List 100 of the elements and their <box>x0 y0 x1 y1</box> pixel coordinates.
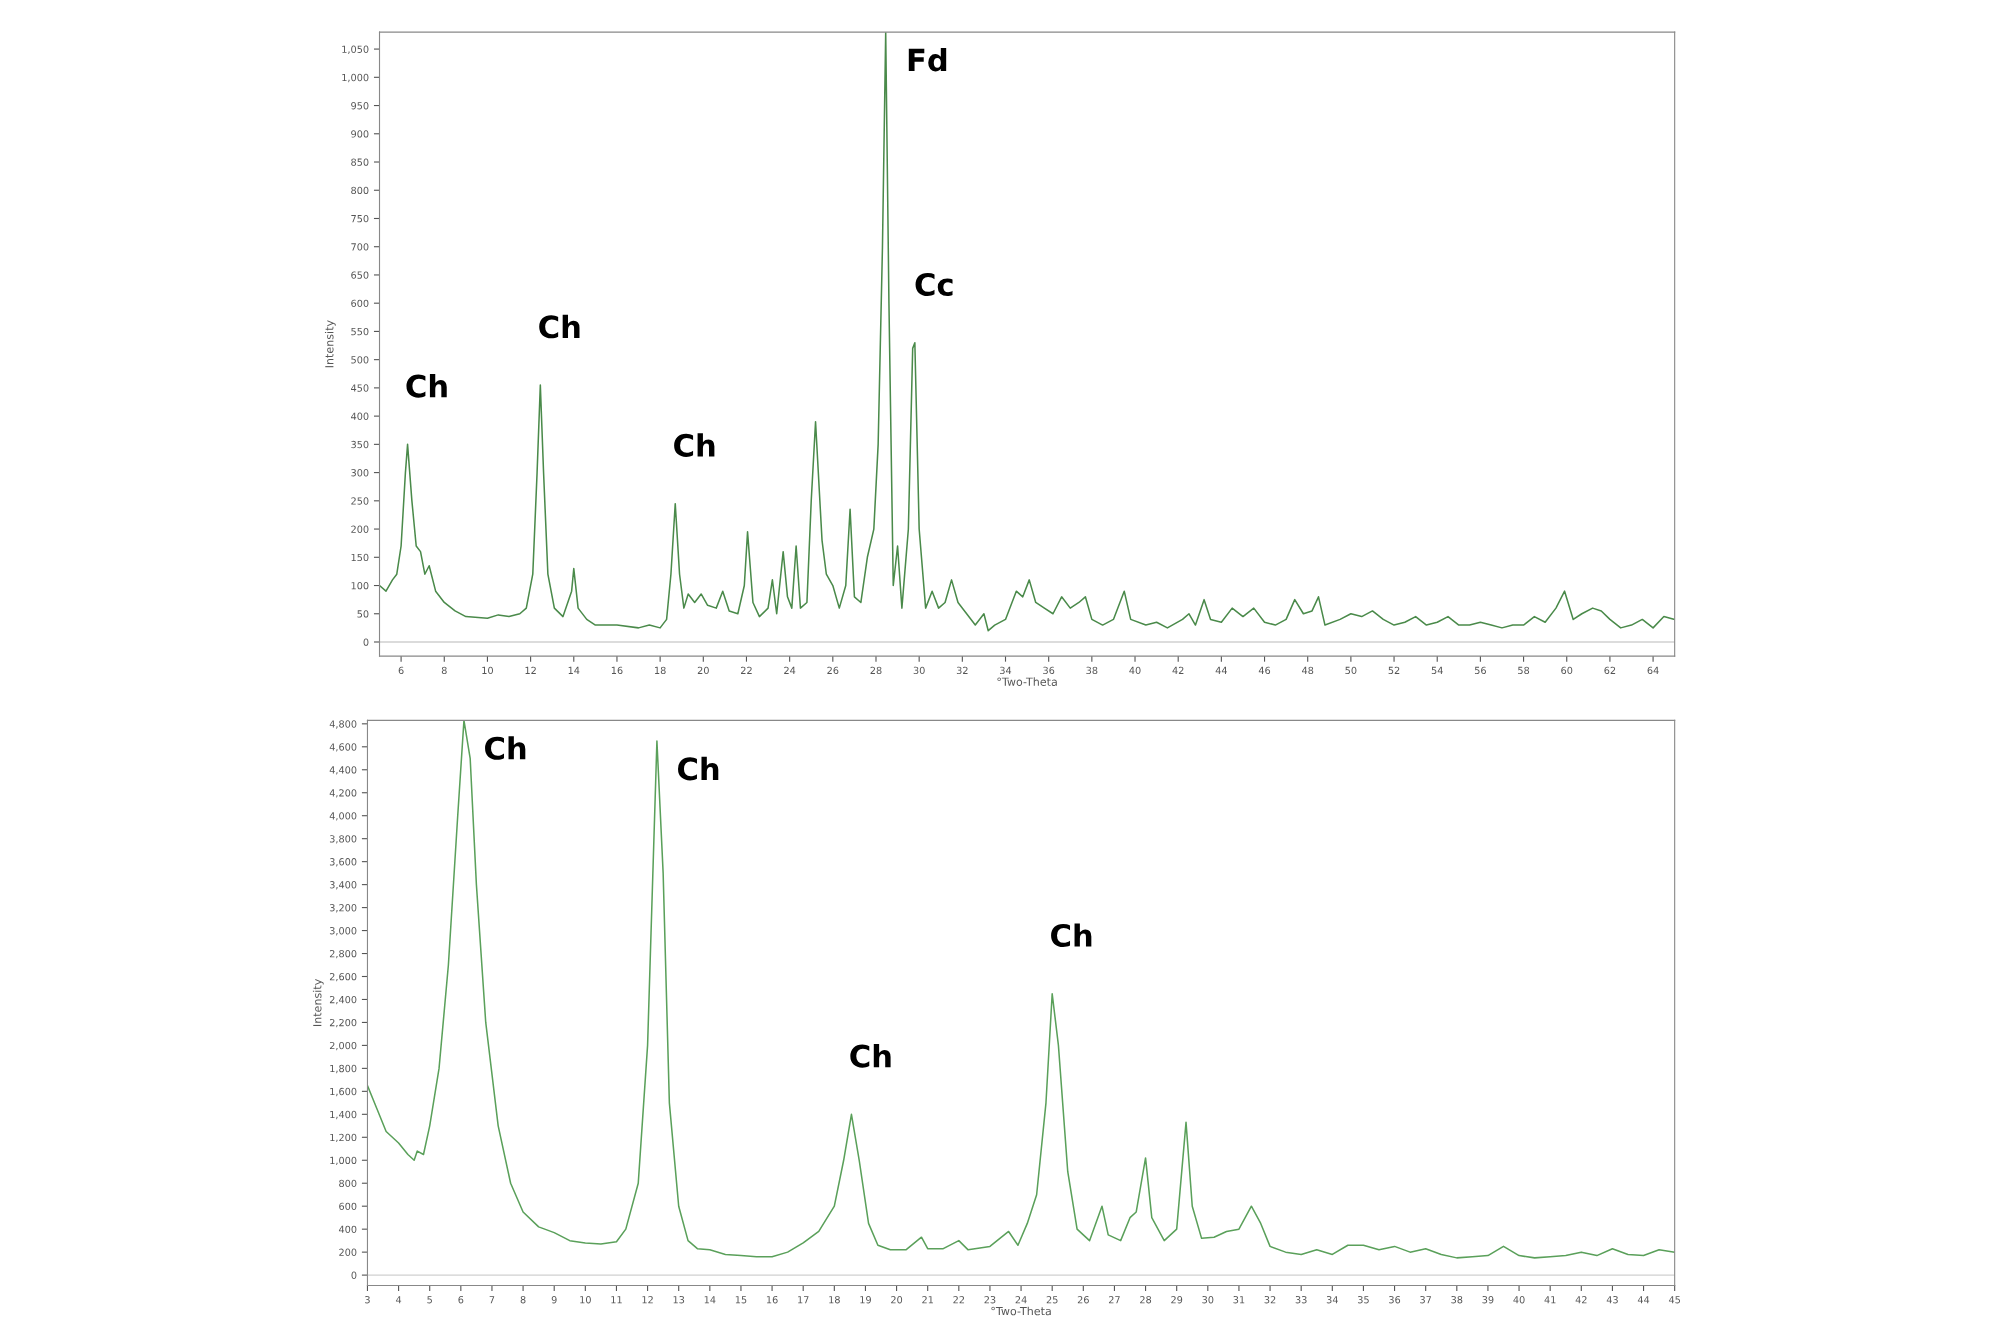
y-tick-label: 650 <box>351 271 369 279</box>
x-tick-label: 37 <box>1420 1296 1432 1304</box>
x-tick-label: 40 <box>1513 1296 1525 1304</box>
x-tick-label: 36 <box>1043 666 1055 675</box>
y-tick-label: 400 <box>351 412 369 420</box>
x-tick-label: 34 <box>1326 1296 1338 1304</box>
x-tick-label: 15 <box>735 1296 747 1304</box>
x-tick-label: 48 <box>1302 666 1314 675</box>
y-tick-label: 2,400 <box>329 995 357 1005</box>
x-tick-label: 58 <box>1518 666 1530 675</box>
y-tick-label: 800 <box>339 1179 357 1188</box>
x-tick-label: 14 <box>704 1296 716 1304</box>
y-tick-label: 900 <box>351 130 369 138</box>
x-tick-label: 36 <box>1389 1296 1401 1304</box>
y-tick-label: 4,000 <box>329 812 357 821</box>
y-tick-label: 550 <box>351 327 369 336</box>
x-tick-label: 26 <box>827 666 839 675</box>
x-tick-label: 20 <box>891 1296 903 1304</box>
y-tick-label: 4,200 <box>329 789 357 798</box>
x-tick-label: 18 <box>829 1296 840 1304</box>
x-tick-label: 10 <box>482 666 493 675</box>
x-tick-label: 16 <box>611 666 623 675</box>
y-tick-label: 1,000 <box>342 73 369 83</box>
y-tick-label: 4,400 <box>329 766 357 775</box>
x-tick-label: 16 <box>766 1296 778 1304</box>
y-tick-label: 1,000 <box>330 1156 357 1166</box>
y-tick-label: 600 <box>351 299 369 308</box>
x-tick-label: 21 <box>922 1296 933 1304</box>
x-tick-label: 8 <box>520 1296 526 1304</box>
y-tick-label: 3,800 <box>329 835 357 844</box>
x-tick-label: 3 <box>365 1296 370 1304</box>
x-tick-label: 22 <box>741 666 752 674</box>
x-tick-label: 25 <box>1046 1296 1058 1304</box>
y-tick-label: 250 <box>351 497 369 505</box>
x-tick-label: 42 <box>1172 666 1184 674</box>
y-tick-label: 450 <box>351 384 369 392</box>
x-tick-label: 5 <box>427 1296 432 1304</box>
x-tick-label: 33 <box>1295 1296 1307 1304</box>
x-tick-label: 12 <box>642 1296 653 1304</box>
annotation: Ch <box>539 314 580 339</box>
y-tick-label: 3,600 <box>329 858 357 867</box>
annotation: Cc <box>915 272 953 297</box>
x-tick-label: 10 <box>580 1296 591 1304</box>
x-tick-label: 18 <box>655 666 666 675</box>
y-tick-label: 3,400 <box>329 881 357 890</box>
x-tick-label: 39 <box>1482 1296 1494 1304</box>
x-tick-label: 43 <box>1606 1296 1618 1304</box>
x-tick-label: 41 <box>1544 1296 1556 1304</box>
x-tick-label: 34 <box>1000 666 1012 675</box>
annotation: Ch <box>678 756 719 781</box>
x-tick-label: 4 <box>395 1296 402 1304</box>
x-tick-label: 9 <box>551 1296 557 1304</box>
y-tick-label: 300 <box>351 469 369 477</box>
x-tick-label: 32 <box>956 666 968 675</box>
x-tick-label: 20 <box>697 666 709 675</box>
x-tick-label: 42 <box>1575 1296 1587 1304</box>
x-tick-label: 26 <box>1077 1296 1089 1304</box>
y-tick-label: 2,600 <box>329 972 357 982</box>
y-tick-label: 1,600 <box>330 1087 357 1097</box>
x-tick-label: 30 <box>1202 1296 1214 1304</box>
y-tick-label: 350 <box>351 440 369 449</box>
x-tick-label: 60 <box>1561 666 1573 675</box>
y-tick-label: 200 <box>339 1248 357 1256</box>
y-tick-label: 1,200 <box>330 1133 357 1143</box>
x-tick-label: 14 <box>568 666 580 674</box>
y-tick-label: 950 <box>351 102 369 110</box>
x-tick-label: 19 <box>860 1296 871 1304</box>
y-tick-label: 3,000 <box>329 927 357 936</box>
x-axis-title: °Two-Theta <box>997 677 1057 686</box>
y-tick-label: 1,800 <box>330 1064 357 1074</box>
x-tick-label: 62 <box>1604 666 1616 675</box>
annotation: Ch <box>674 433 715 457</box>
y-tick-label: 800 <box>351 186 369 195</box>
y-tick-label: 400 <box>338 1225 357 1233</box>
x-tick-label: 24 <box>784 666 796 674</box>
y-tick-label: 2,800 <box>329 950 357 959</box>
x-tick-label: 35 <box>1357 1296 1369 1304</box>
x-tick-label: 46 <box>1258 666 1271 675</box>
y-tick-label: 750 <box>351 214 369 223</box>
x-tick-label: 44 <box>1637 1296 1650 1304</box>
x-tick-label: 29 <box>1171 1296 1183 1304</box>
annotation: Fd <box>908 47 947 72</box>
x-tick-label: 52 <box>1388 666 1400 675</box>
x-tick-label: 30 <box>913 666 925 675</box>
x-tick-label: 7 <box>489 1296 495 1304</box>
y-tick-label: 500 <box>351 356 369 364</box>
x-tick-label: 56 <box>1474 666 1486 675</box>
annotation: Ch <box>485 736 526 760</box>
y-tick-label: 0 <box>363 638 369 646</box>
x-tick-label: 44 <box>1215 666 1228 674</box>
x-tick-label: 27 <box>1108 1296 1120 1304</box>
y-axis-title: Intensity <box>312 979 324 1026</box>
x-tick-label: 45 <box>1668 1296 1681 1304</box>
y-tick-label: 850 <box>351 158 369 166</box>
y-tick-label: 600 <box>339 1202 357 1211</box>
y-tick-label: 700 <box>351 243 369 251</box>
y-tick-label: 2,200 <box>329 1018 357 1028</box>
x-tick-label: 13 <box>673 1296 685 1304</box>
x-tick-label: 40 <box>1129 666 1141 675</box>
x-tick-label: 38 <box>1451 1296 1463 1304</box>
